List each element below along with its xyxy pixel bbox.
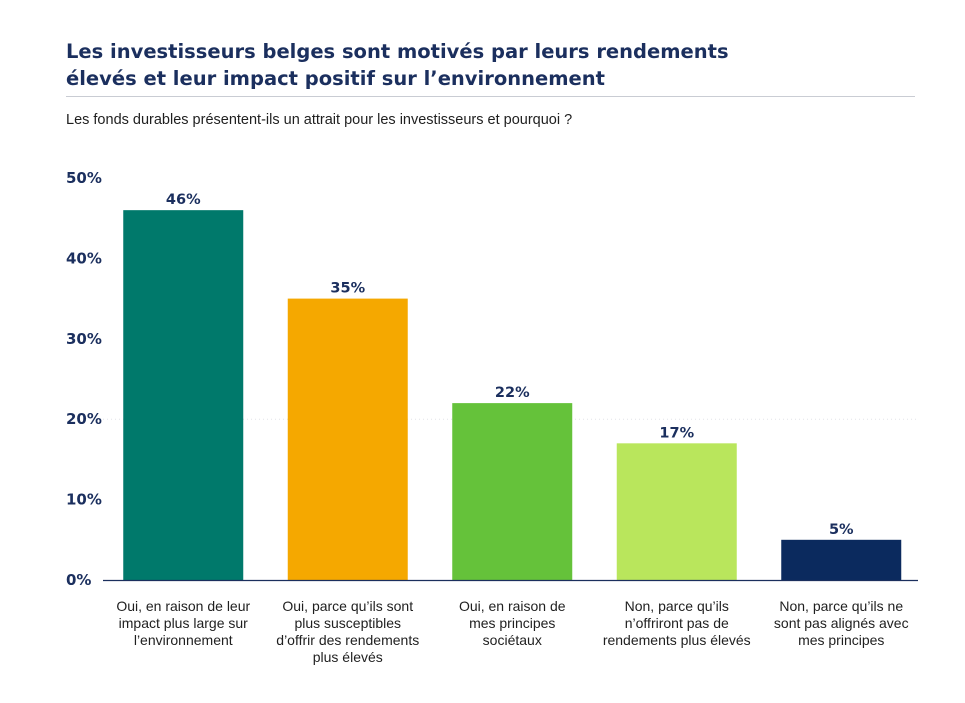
title-divider	[66, 96, 915, 97]
y-tick-label: 40%	[66, 249, 102, 267]
chart-title-line-1: Les investisseurs belges sont motivés pa…	[66, 40, 729, 63]
y-tick-label: 50%	[66, 169, 102, 187]
x-category-label-line: sont pas alignés avec	[774, 615, 909, 631]
y-tick-label: 10%	[66, 491, 102, 509]
bar	[616, 443, 737, 580]
data-label: 46%	[166, 192, 201, 208]
bar	[781, 539, 902, 580]
x-category-label-line: plus susceptibles	[294, 615, 401, 631]
bars	[123, 210, 902, 580]
x-category-label: Oui, en raison de leur impact plus large …	[116, 598, 250, 648]
data-label: 22%	[495, 385, 530, 401]
bar	[287, 298, 408, 580]
x-category-label: Oui, en raison de mes principes sociétaux	[459, 598, 566, 648]
y-tick-label: 30%	[66, 330, 102, 348]
x-category-label-line: l’environnement	[134, 632, 233, 648]
x-category-label-line: rendements plus élevés	[603, 632, 751, 648]
bar	[123, 210, 244, 580]
chart-title: Les investisseurs belges sont motivés pa…	[66, 38, 886, 92]
y-tick-label: 0%	[66, 571, 91, 589]
x-category-label-line: Oui, en raison de	[459, 598, 566, 614]
x-category-label-line: Non, parce qu’ils	[625, 598, 729, 614]
x-category-label-line: d’offrir des rendements	[276, 632, 419, 648]
x-category-label: Non, parce qu’ils n’offriront pas de rende…	[603, 598, 751, 648]
x-category-label: Non, parce qu’ils ne sont pas alignés ave…	[774, 598, 909, 648]
x-category-label-line: sociétaux	[483, 632, 542, 648]
chart-subtitle: Les fonds durables présentent-ils un att…	[66, 112, 573, 128]
x-category-label-line: mes principes	[469, 615, 555, 631]
x-axis-labels: Oui, en raison de leur impact plus large …	[116, 598, 908, 665]
x-category-label-line: plus élevés	[313, 649, 383, 665]
data-labels: 46% 35% 22% 17% 5%	[166, 192, 854, 538]
x-category-label-line: Oui, parce qu’ils sont	[282, 598, 413, 614]
x-category-label: Oui, parce qu’ils sont plus susceptibles d…	[276, 598, 419, 665]
y-axis-ticks: 0% 10% 20% 30% 40% 50%	[66, 169, 102, 589]
y-tick-label: 20%	[66, 410, 102, 428]
x-category-label-line: impact plus large sur	[119, 615, 249, 631]
data-label: 5%	[829, 522, 854, 538]
x-category-label-line: Non, parce qu’ils ne	[779, 598, 903, 614]
x-category-label-line: Oui, en raison de leur	[116, 598, 250, 614]
chart-title-line-2: élevés et leur impact positif sur l’envi…	[66, 67, 605, 90]
data-label: 17%	[659, 425, 694, 441]
x-category-label-line: n’offriront pas de	[625, 615, 729, 631]
x-category-label-line: mes principes	[798, 632, 884, 648]
data-label: 35%	[330, 281, 365, 297]
bar	[452, 403, 573, 580]
